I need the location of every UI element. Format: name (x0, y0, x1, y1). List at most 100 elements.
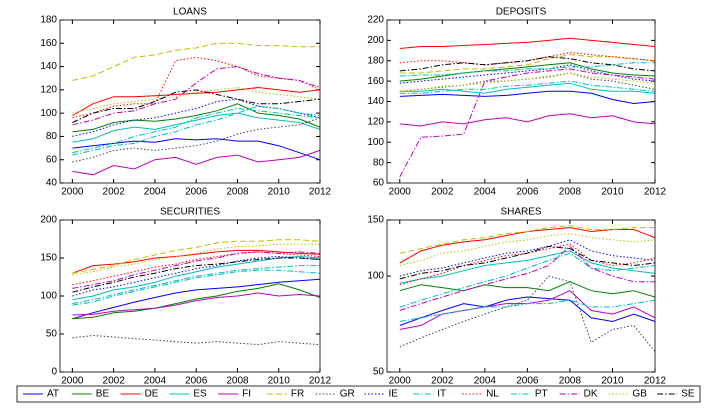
series-line (399, 62, 656, 82)
series-line (399, 62, 655, 77)
x-tick-label: 2006 (185, 187, 208, 198)
legend-label: IT (437, 389, 446, 400)
x-tick-label: 2008 (559, 187, 582, 198)
series-line (72, 138, 321, 161)
series-line (399, 239, 656, 277)
y-tick-label: 100 (367, 137, 384, 148)
series-line (72, 89, 321, 123)
plot-frame (59, 219, 321, 373)
panel-title: SECURITIES (160, 207, 220, 218)
series-line (399, 90, 656, 105)
series-line (399, 299, 656, 322)
x-tick-label: 2002 (103, 376, 126, 387)
x-tick-label: 2006 (185, 376, 208, 387)
x-tick-label: 2002 (431, 187, 454, 198)
legend-label: ES (193, 389, 207, 400)
x-tick-label: 2010 (601, 187, 624, 198)
legend-label: GR (340, 389, 355, 400)
x-tick-label: 2012 (309, 376, 332, 387)
x-tick-label: 2004 (144, 187, 167, 198)
y-tick-label: 50 (46, 329, 58, 340)
series-line (399, 56, 656, 72)
series-line (72, 251, 321, 286)
series-line (72, 278, 321, 320)
y-tick-label: 100 (40, 291, 57, 302)
x-tick-label: 2010 (268, 376, 291, 387)
legend-label: IE (389, 389, 399, 400)
legend-label: GB (632, 389, 647, 400)
series-line (72, 251, 321, 289)
x-tick-label: 2004 (144, 376, 167, 387)
series-line (72, 107, 321, 154)
series-line (72, 86, 321, 116)
y-tick-label: 120 (40, 84, 57, 95)
series-line (72, 42, 320, 81)
x-tick-label: 2000 (389, 376, 412, 387)
series-line (399, 52, 656, 66)
x-tick-label: 2000 (61, 376, 84, 387)
y-tick-label: 60 (46, 154, 58, 165)
y-tick-label: 160 (367, 76, 384, 87)
y-tick-label: 120 (367, 117, 384, 128)
y-tick-label: 200 (367, 35, 384, 46)
series-line (72, 257, 321, 293)
series-line (72, 66, 321, 126)
x-tick-label: 2008 (559, 376, 582, 387)
series-line (399, 243, 656, 286)
x-tick-label: 2000 (61, 187, 84, 198)
series-line (72, 239, 321, 274)
series-line (399, 275, 656, 352)
x-tick-label: 2012 (309, 187, 332, 198)
x-tick-label: 2004 (474, 187, 497, 198)
y-tick-label: 0 (51, 367, 57, 378)
series-line (399, 64, 656, 84)
x-tick-label: 2002 (103, 187, 126, 198)
x-tick-label: 2002 (431, 376, 454, 387)
x-tick-label: 2008 (226, 376, 249, 387)
series-line (399, 113, 656, 127)
legend-label: DE (145, 389, 159, 400)
x-tick-label: 2010 (601, 376, 624, 387)
panel-title: SHARES (500, 207, 541, 218)
y-tick-label: 80 (46, 131, 58, 142)
legend-label: SE (681, 389, 695, 400)
series-line (72, 334, 321, 346)
series-line (399, 68, 656, 178)
y-tick-label: 180 (40, 15, 57, 26)
plot-frame (386, 19, 656, 184)
legend-label: BE (96, 389, 110, 400)
y-tick-label: 100 (367, 271, 384, 282)
y-tick-label: 50 (373, 367, 385, 378)
series-line (399, 296, 656, 326)
legend-label: FR (291, 389, 304, 400)
series-line (72, 112, 321, 143)
x-tick-label: 2000 (389, 187, 412, 198)
y-tick-label: 220 (367, 15, 384, 26)
y-tick-label: 80 (373, 157, 385, 168)
series-line (72, 117, 321, 163)
y-tick-label: 140 (367, 96, 384, 107)
panel-title: DEPOSITS (496, 7, 547, 18)
series-line (72, 269, 321, 306)
series-line (72, 103, 321, 133)
series-line (72, 243, 320, 276)
y-tick-label: 40 (46, 178, 58, 189)
x-tick-label: 2004 (474, 376, 497, 387)
legend-label: AT (47, 389, 59, 400)
series-line (399, 225, 655, 254)
series-line (399, 233, 656, 266)
y-tick-label: 150 (40, 253, 57, 264)
series-line (399, 54, 656, 74)
x-tick-label: 2006 (516, 187, 539, 198)
x-tick-label: 2006 (516, 376, 539, 387)
series-line (72, 255, 321, 297)
x-tick-label: 2012 (644, 376, 667, 387)
series-line (72, 249, 321, 274)
series-line (399, 72, 656, 92)
y-tick-label: 140 (40, 61, 57, 72)
series-line (72, 105, 321, 156)
y-tick-label: 180 (367, 55, 384, 66)
series-line (72, 98, 321, 137)
legend-label: NL (486, 389, 499, 400)
